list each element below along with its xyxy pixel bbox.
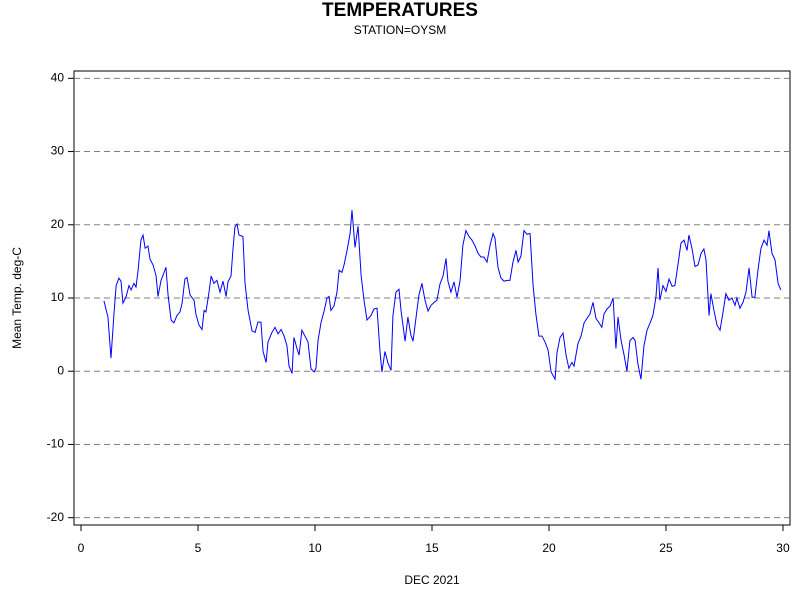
y-tick-label: 0 — [57, 363, 64, 377]
x-axis-label: DEC 2021 — [404, 573, 460, 587]
y-tick-label: -20 — [47, 510, 65, 524]
y-tick-label: -10 — [47, 437, 65, 451]
x-tick-label: 30 — [776, 541, 790, 555]
x-tick-label: 0 — [78, 541, 85, 555]
x-tick-label: 5 — [195, 541, 202, 555]
y-tick-label: 20 — [51, 217, 65, 231]
y-tick-label: 30 — [51, 144, 65, 158]
temperature-line — [103, 210, 782, 382]
x-tick-label: 10 — [308, 541, 322, 555]
x-tick-label: 25 — [659, 541, 673, 555]
y-axis-label: Mean Temp. deg-C — [10, 247, 24, 349]
x-tick-label: 20 — [542, 541, 556, 555]
plot-frame — [73, 70, 791, 526]
chart-subtitle: STATION=OYSM — [354, 23, 447, 37]
y-tick-label: 10 — [51, 290, 65, 304]
x-tick-label: 15 — [425, 541, 439, 555]
chart-title: TEMPERATURES — [322, 0, 478, 21]
y-tick-label: 40 — [51, 70, 65, 84]
